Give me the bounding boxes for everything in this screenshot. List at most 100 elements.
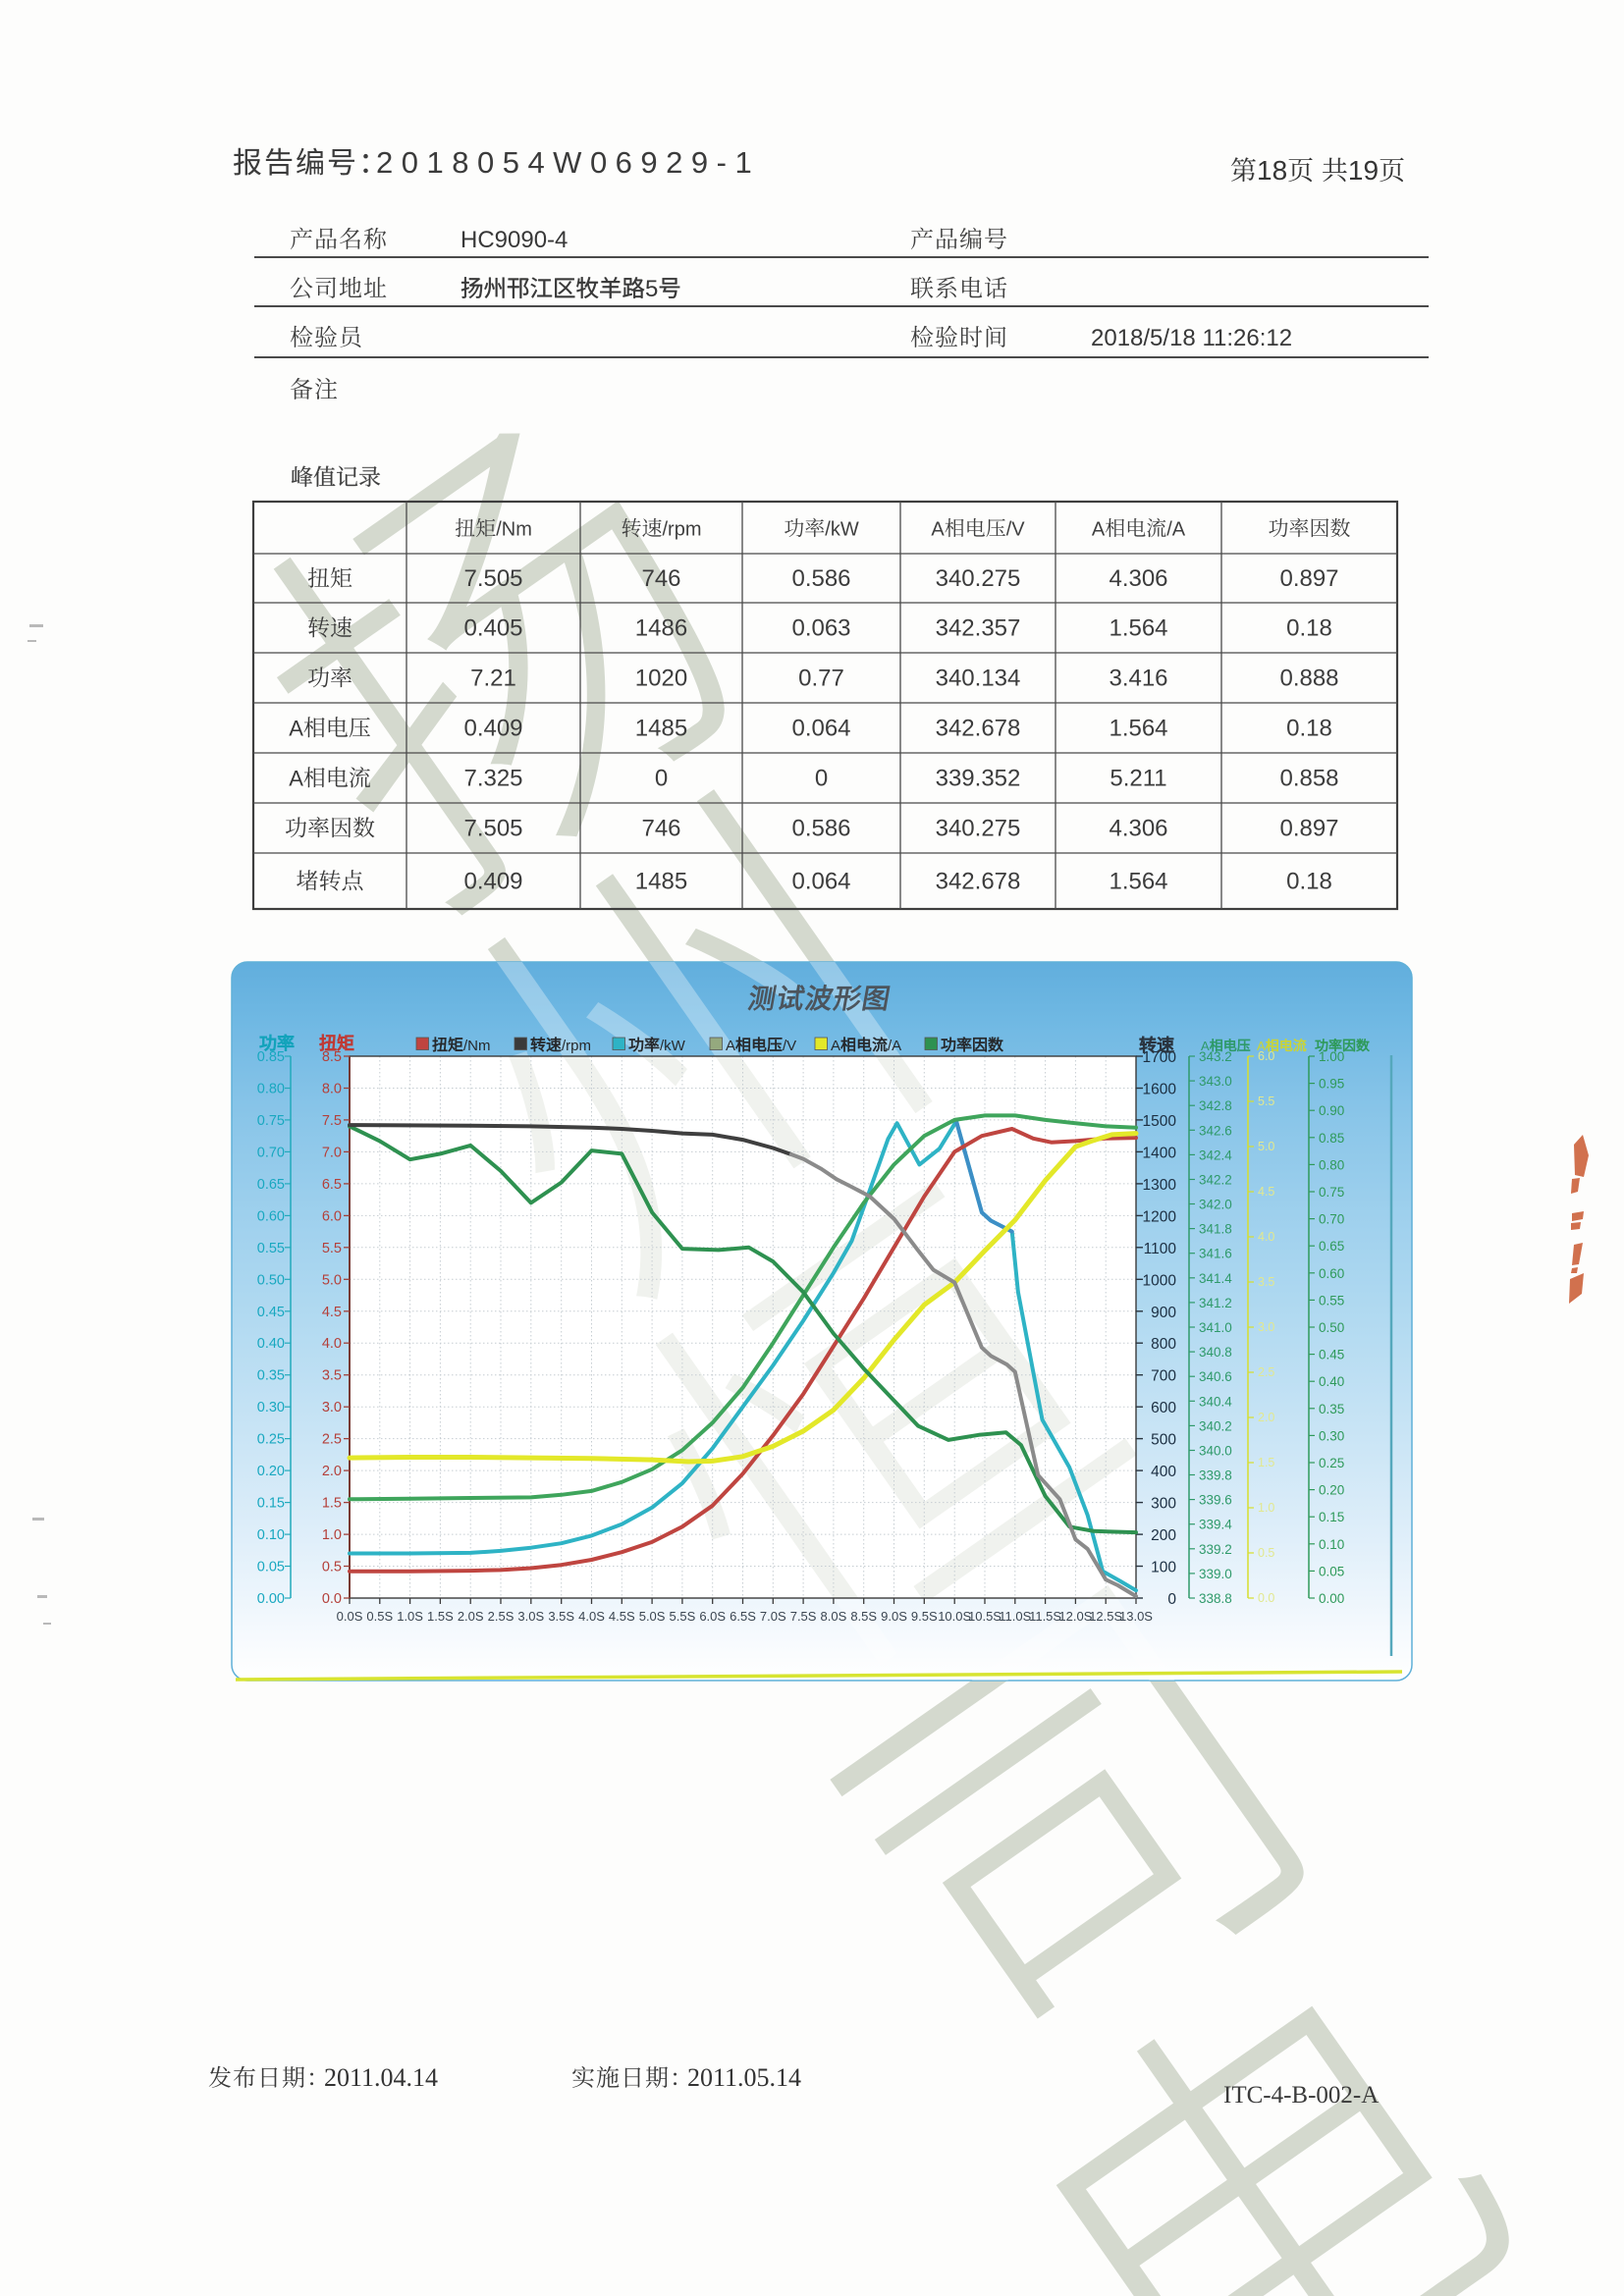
svg-text:2018054W06929-1: 2018054W06929-1 [376,145,760,180]
svg-text:5.5: 5.5 [1258,1095,1274,1108]
svg-text:8.5S: 8.5S [850,1609,877,1624]
svg-text:/V: /V [783,1038,796,1054]
svg-text:339.0: 339.0 [1199,1567,1232,1581]
svg-text:1485: 1485 [635,716,687,742]
svg-text:339.352: 339.352 [936,766,1021,792]
svg-text:0.5: 0.5 [322,1560,342,1575]
svg-text:6.0: 6.0 [322,1208,342,1224]
svg-text:4.5S: 4.5S [609,1609,635,1624]
svg-text:0.50: 0.50 [257,1272,285,1288]
svg-text:343.2: 343.2 [1199,1049,1232,1064]
svg-text:340.0: 340.0 [1199,1444,1232,1459]
svg-text:0.70: 0.70 [1319,1212,1344,1227]
svg-text:7.505: 7.505 [463,565,522,592]
svg-text:700: 700 [1151,1368,1176,1385]
svg-text:4.5: 4.5 [1258,1185,1274,1199]
svg-text:/kW: /kW [825,519,859,541]
svg-text:0.60: 0.60 [257,1208,285,1224]
svg-text:3.5S: 3.5S [548,1609,574,1624]
svg-text:0.0: 0.0 [322,1591,342,1607]
svg-text:0: 0 [815,766,828,792]
svg-text:ITC-4-B-002-A: ITC-4-B-002-A [1223,2082,1379,2109]
svg-text:0.20: 0.20 [257,1464,285,1479]
svg-text:340.275: 340.275 [936,816,1021,842]
svg-text:5.0S: 5.0S [639,1609,666,1624]
svg-text:341.4: 341.4 [1199,1271,1232,1286]
svg-text:0.40: 0.40 [1319,1374,1344,1389]
svg-text:0.35: 0.35 [257,1368,285,1384]
svg-text:0.063: 0.063 [791,615,850,642]
svg-text:11.0S: 11.0S [999,1609,1031,1624]
svg-text:340.4: 340.4 [1199,1394,1232,1409]
svg-text:0.60: 0.60 [1319,1266,1344,1281]
svg-text:/rpm: /rpm [663,519,702,541]
svg-text:0.05: 0.05 [257,1560,285,1575]
svg-text:300: 300 [1151,1496,1176,1513]
svg-text:2.5S: 2.5S [488,1609,514,1624]
svg-text:342.357: 342.357 [936,615,1021,642]
svg-text:0.18: 0.18 [1286,869,1332,895]
svg-text:342.8: 342.8 [1199,1098,1232,1113]
svg-text:A: A [1092,519,1106,541]
svg-text:10.5S: 10.5S [968,1609,1001,1624]
svg-text:341.6: 341.6 [1199,1247,1232,1261]
svg-text:0.25: 0.25 [1319,1456,1344,1470]
svg-text:6.5: 6.5 [322,1177,342,1193]
svg-text:9.5S: 9.5S [911,1609,938,1624]
svg-text:5.0: 5.0 [322,1272,342,1288]
svg-text:2.0: 2.0 [1258,1411,1274,1424]
svg-text:0.897: 0.897 [1279,816,1338,842]
svg-text:2.0: 2.0 [322,1464,342,1479]
svg-text:0.55: 0.55 [1319,1293,1344,1308]
svg-text:0.85: 0.85 [1319,1131,1344,1146]
svg-text:342.6: 342.6 [1199,1123,1232,1138]
svg-text:800: 800 [1151,1336,1176,1353]
svg-text:1.5: 1.5 [1258,1456,1274,1469]
svg-text:0.15: 0.15 [257,1496,285,1512]
svg-text:7.505: 7.505 [463,816,522,842]
svg-text:0.30: 0.30 [257,1400,285,1415]
svg-text:3.0S: 3.0S [517,1609,544,1624]
svg-text:7.21: 7.21 [470,666,516,692]
svg-text:341.8: 341.8 [1199,1222,1232,1237]
svg-text:0.50: 0.50 [1319,1320,1344,1335]
svg-text:342.2: 342.2 [1199,1173,1232,1188]
svg-text:1700: 1700 [1143,1049,1177,1066]
svg-text:1486: 1486 [635,615,687,642]
svg-text:3.5: 3.5 [322,1368,342,1384]
svg-text:1.00: 1.00 [1319,1049,1344,1064]
svg-text:0.65: 0.65 [257,1177,285,1193]
svg-text:0.18: 0.18 [1286,716,1332,742]
svg-text:1.5: 1.5 [322,1496,342,1512]
svg-text:2.0S: 2.0S [458,1609,484,1624]
svg-text:0.85: 0.85 [257,1049,285,1065]
svg-text:339.6: 339.6 [1199,1493,1232,1508]
svg-text:4.0S: 4.0S [578,1609,605,1624]
svg-text:4.5: 4.5 [322,1305,342,1320]
svg-text:0.90: 0.90 [1319,1103,1344,1118]
svg-text:0.77: 0.77 [798,666,844,692]
svg-text:0.5: 0.5 [1258,1546,1274,1560]
svg-text:0.0: 0.0 [1258,1591,1274,1605]
svg-text:0.586: 0.586 [791,816,850,842]
svg-text:339.2: 339.2 [1199,1542,1232,1557]
svg-text:0.30: 0.30 [1319,1428,1344,1443]
svg-text:4.306: 4.306 [1109,816,1167,842]
svg-text:18: 18 [1257,155,1287,186]
svg-text:0.064: 0.064 [791,716,850,742]
svg-text:0.409: 0.409 [463,716,522,742]
svg-text:0.05: 0.05 [1319,1564,1344,1578]
svg-text:19: 19 [1348,155,1379,186]
svg-text:0.409: 0.409 [463,869,522,895]
svg-text:5.5S: 5.5S [670,1609,696,1624]
svg-text:0.897: 0.897 [1279,565,1338,592]
svg-text:340.275: 340.275 [936,565,1021,592]
svg-text:1000: 1000 [1143,1272,1177,1289]
svg-text:340.2: 340.2 [1199,1418,1232,1433]
svg-text:342.678: 342.678 [936,869,1021,895]
svg-text:3.416: 3.416 [1109,666,1167,692]
svg-text:0.45: 0.45 [257,1305,285,1320]
svg-text:1.564: 1.564 [1109,615,1167,642]
svg-text:2011.05.14: 2011.05.14 [687,2063,801,2092]
svg-text:A: A [726,1038,735,1054]
